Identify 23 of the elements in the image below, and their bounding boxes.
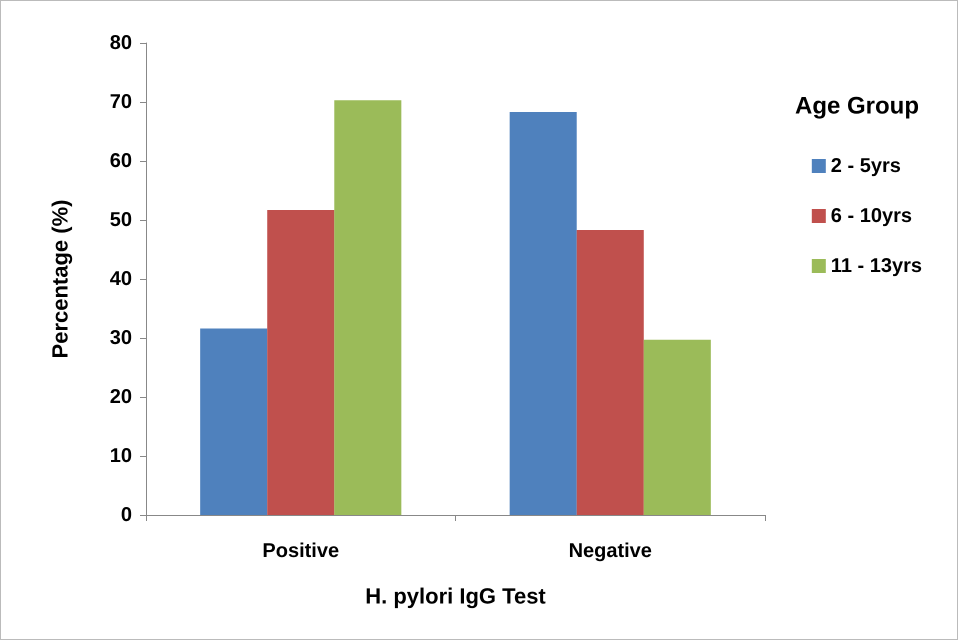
legend-label: 11 - 13yrs: [830, 255, 922, 277]
y-tick-label: 0: [120, 504, 132, 526]
y-tick-label: 70: [110, 91, 132, 113]
bar: [510, 112, 577, 515]
bar: [644, 340, 711, 515]
legend-title: Age Group: [795, 92, 920, 120]
y-tick-label: 60: [110, 150, 132, 172]
y-tick-label: 20: [110, 386, 132, 408]
bar: [576, 230, 644, 515]
y-tick-label: 10: [110, 445, 132, 467]
legend-label: 2 - 5yrs: [830, 155, 901, 177]
x-axis-title: H. pylori IgG Test: [365, 584, 546, 608]
x-tick-label: Positive: [262, 540, 340, 562]
bar: [334, 100, 402, 515]
x-tick-label: Negative: [568, 540, 652, 562]
y-tick-label: 40: [110, 268, 132, 290]
y-axis-title: Percentage (%): [48, 200, 72, 358]
legend-label: 6 - 10yrs: [830, 205, 912, 227]
y-tick-label: 80: [110, 32, 132, 54]
y-tick-label: 50: [110, 209, 132, 231]
bar: [267, 210, 334, 515]
y-tick-label: 30: [110, 327, 132, 349]
bar: [200, 328, 268, 515]
